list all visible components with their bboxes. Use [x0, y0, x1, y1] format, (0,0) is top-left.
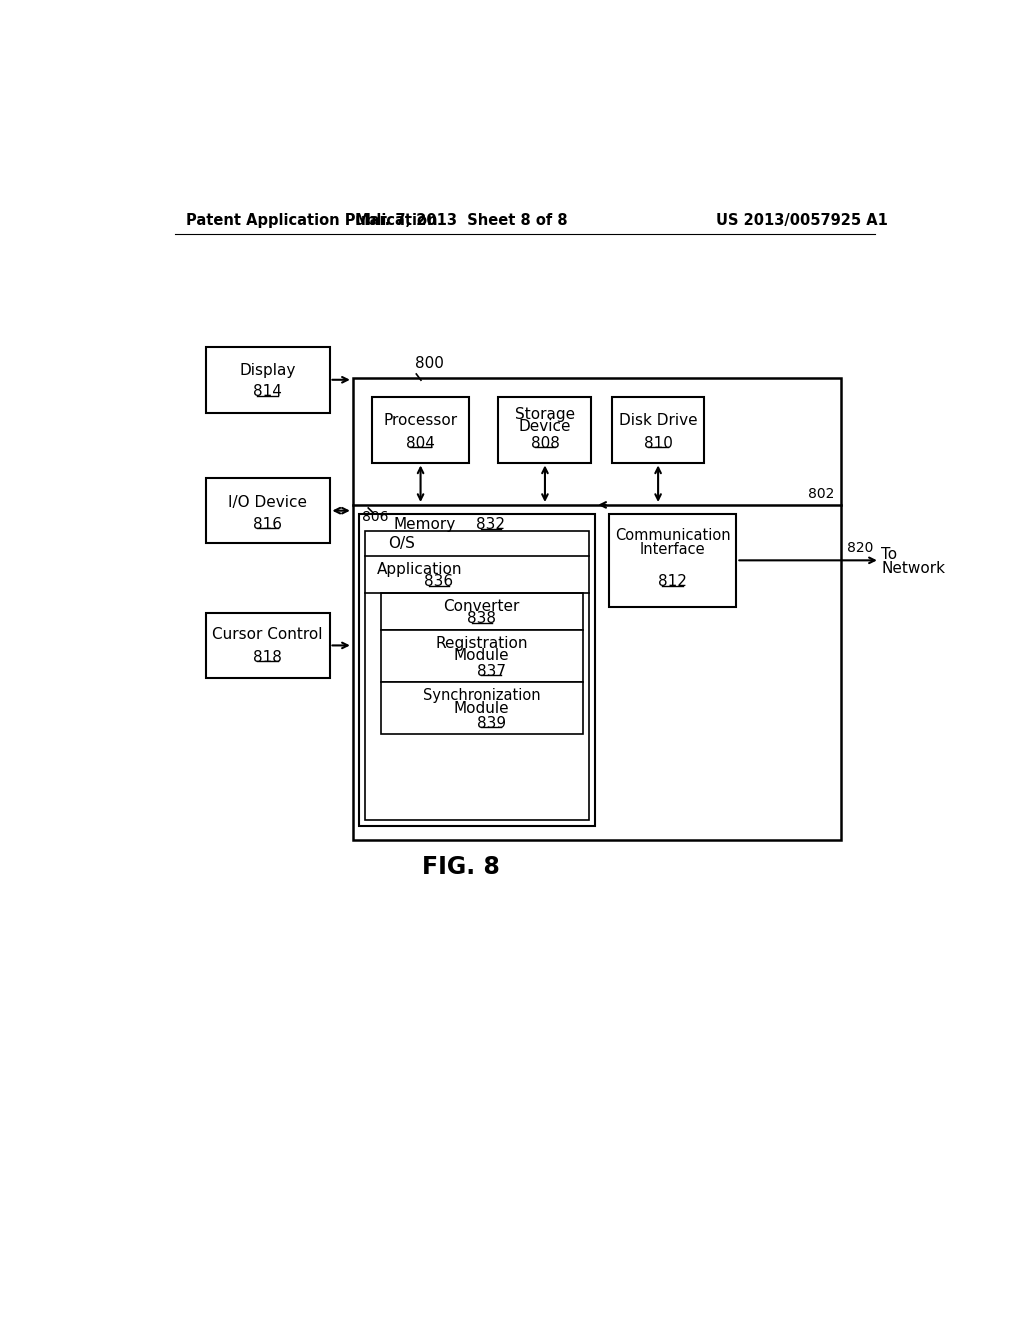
Text: 802: 802 [808, 487, 835, 502]
Bar [381, 630, 583, 682]
Bar [359, 515, 595, 826]
Text: Storage: Storage [515, 407, 575, 421]
Bar [206, 347, 330, 412]
Text: 800: 800 [415, 356, 443, 371]
Bar [499, 397, 592, 462]
Text: 812: 812 [658, 574, 687, 590]
Text: 836: 836 [424, 574, 454, 590]
Text: 837: 837 [476, 664, 506, 678]
Text: Cursor Control: Cursor Control [212, 627, 323, 642]
Text: 810: 810 [644, 436, 673, 451]
Text: 818: 818 [253, 649, 282, 665]
Text: Processor: Processor [384, 413, 458, 428]
Text: Interface: Interface [640, 543, 706, 557]
Text: Patent Application Publication: Patent Application Publication [186, 213, 437, 227]
Text: 808: 808 [530, 436, 559, 451]
Text: Device: Device [519, 418, 571, 434]
Text: 814: 814 [253, 384, 282, 399]
Bar [381, 593, 583, 630]
Text: 839: 839 [476, 715, 506, 731]
Text: To: To [882, 546, 897, 562]
Text: I/O Device: I/O Device [228, 495, 307, 510]
Text: 838: 838 [467, 611, 497, 627]
Text: O/S: O/S [388, 536, 416, 550]
Text: Module: Module [454, 648, 510, 664]
Text: Mar. 7, 2013  Sheet 8 of 8: Mar. 7, 2013 Sheet 8 of 8 [355, 213, 567, 227]
Bar [381, 682, 583, 734]
Text: Disk Drive: Disk Drive [618, 413, 697, 428]
Text: Registration: Registration [435, 636, 528, 651]
Text: Synchronization: Synchronization [423, 688, 541, 704]
Text: 806: 806 [362, 511, 388, 524]
Bar [206, 478, 330, 544]
Bar [366, 531, 589, 820]
Bar [372, 397, 469, 462]
Text: Converter: Converter [443, 599, 520, 614]
Text: 832: 832 [476, 517, 505, 532]
Bar [608, 515, 736, 607]
Text: US 2013/0057925 A1: US 2013/0057925 A1 [717, 213, 888, 227]
Text: Application: Application [377, 562, 462, 577]
Text: Communication: Communication [614, 528, 730, 544]
Text: Memory: Memory [394, 517, 456, 532]
Bar [352, 378, 841, 840]
Text: Module: Module [454, 701, 510, 715]
Bar [206, 612, 330, 678]
Text: Network: Network [882, 561, 945, 576]
Text: FIG. 8: FIG. 8 [422, 855, 500, 879]
Bar [612, 397, 703, 462]
Text: 816: 816 [253, 516, 282, 532]
Text: 820: 820 [847, 541, 873, 554]
Text: Display: Display [240, 363, 296, 378]
Text: 804: 804 [407, 436, 435, 451]
